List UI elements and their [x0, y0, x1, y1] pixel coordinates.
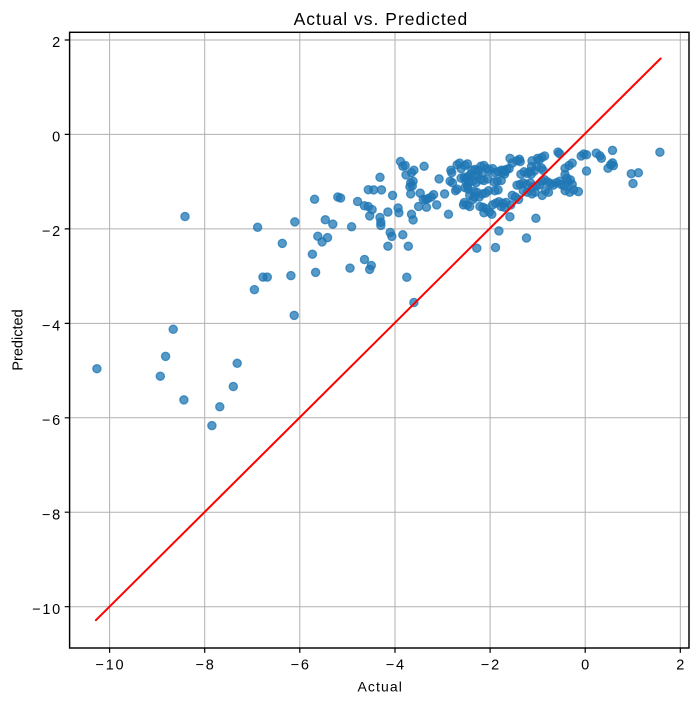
svg-text:−4: −4: [42, 319, 62, 335]
svg-text:−2: −2: [42, 224, 62, 240]
svg-text:0: 0: [52, 130, 60, 146]
svg-text:−8: −8: [196, 658, 216, 674]
svg-text:−6: −6: [291, 658, 311, 674]
svg-text:−6: −6: [42, 413, 62, 429]
svg-text:−8: −8: [42, 508, 62, 524]
svg-text:2: 2: [52, 35, 60, 51]
svg-text:Predicted: Predicted: [10, 309, 26, 370]
svg-text:Actual vs. Predicted: Actual vs. Predicted: [294, 9, 469, 29]
svg-text:Actual: Actual: [357, 678, 403, 694]
svg-text:−2: −2: [481, 658, 501, 674]
svg-text:−10: −10: [32, 602, 62, 618]
svg-text:0: 0: [581, 658, 589, 674]
svg-text:−4: −4: [386, 658, 406, 674]
svg-text:2: 2: [676, 658, 684, 674]
svg-text:−10: −10: [96, 658, 126, 674]
